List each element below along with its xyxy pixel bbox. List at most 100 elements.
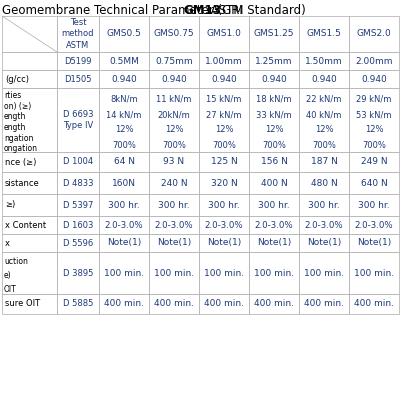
Bar <box>349 194 399 216</box>
Text: GMS1.0: GMS1.0 <box>206 30 242 38</box>
Bar <box>249 172 299 194</box>
Bar <box>249 70 299 88</box>
Text: 100 min.: 100 min. <box>354 268 394 278</box>
Text: 156 N: 156 N <box>260 158 288 166</box>
Bar <box>57 88 99 152</box>
Bar <box>299 252 349 294</box>
Bar <box>57 294 99 314</box>
Text: sistance: sistance <box>5 178 40 188</box>
Text: 0.940: 0.940 <box>261 74 287 84</box>
Bar <box>299 88 349 152</box>
Text: 700%: 700% <box>312 141 336 150</box>
Text: 300 hr.: 300 hr. <box>108 200 140 210</box>
Text: GM13: GM13 <box>183 4 221 17</box>
Text: 40 kN/m: 40 kN/m <box>306 110 342 119</box>
Text: 300 hr.: 300 hr. <box>258 200 290 210</box>
Text: D 1004: D 1004 <box>63 158 93 166</box>
Text: D 5397: D 5397 <box>63 200 93 210</box>
Bar <box>57 194 99 216</box>
Text: 12%: 12% <box>365 126 383 134</box>
Text: Note(1): Note(1) <box>207 238 241 248</box>
Text: 64 N: 64 N <box>114 158 134 166</box>
Bar <box>299 294 349 314</box>
Bar <box>2 16 57 52</box>
Text: 400 min.: 400 min. <box>354 300 394 308</box>
Text: 160N: 160N <box>112 178 136 188</box>
Bar <box>199 216 249 234</box>
Text: 400 min.: 400 min. <box>254 300 294 308</box>
Text: 2.0-3.0%: 2.0-3.0% <box>205 220 243 230</box>
Bar <box>249 52 299 70</box>
Bar <box>57 234 99 252</box>
Text: 93 N: 93 N <box>164 158 184 166</box>
Text: 1.00mm: 1.00mm <box>205 56 243 66</box>
Bar <box>349 216 399 234</box>
Text: 125 N: 125 N <box>211 158 237 166</box>
Text: 300 hr.: 300 hr. <box>208 200 240 210</box>
Text: uction: uction <box>4 257 28 266</box>
Text: 2.00mm: 2.00mm <box>355 56 393 66</box>
Text: 400 min.: 400 min. <box>104 300 144 308</box>
Text: 700%: 700% <box>262 141 286 150</box>
Bar <box>249 234 299 252</box>
Text: ≥): ≥) <box>5 200 15 210</box>
Text: GMS2.0: GMS2.0 <box>357 30 391 38</box>
Text: 12%: 12% <box>265 126 283 134</box>
Text: 700%: 700% <box>162 141 186 150</box>
Text: D 3895: D 3895 <box>63 268 93 278</box>
Bar <box>149 294 199 314</box>
Text: 100 min.: 100 min. <box>304 268 344 278</box>
Text: 400 min.: 400 min. <box>204 300 244 308</box>
Text: ength: ength <box>4 123 26 132</box>
Text: 400 min.: 400 min. <box>304 300 344 308</box>
Bar <box>99 152 149 172</box>
Text: 2.0-3.0%: 2.0-3.0% <box>255 220 293 230</box>
Text: Test
method
ASTM: Test method ASTM <box>62 18 94 50</box>
Bar <box>2 88 57 152</box>
Text: D 6693
Type IV: D 6693 Type IV <box>63 110 93 130</box>
Text: 27 kN/m: 27 kN/m <box>206 110 242 119</box>
Text: 2.0-3.0%: 2.0-3.0% <box>305 220 343 230</box>
Text: 14 kN/m: 14 kN/m <box>106 110 142 119</box>
Text: GMS1.25: GMS1.25 <box>254 30 294 38</box>
Bar <box>199 294 249 314</box>
Bar <box>149 234 199 252</box>
Bar <box>99 234 149 252</box>
Text: 2.0-3.0%: 2.0-3.0% <box>355 220 393 230</box>
Bar <box>2 194 57 216</box>
Text: 2.0-3.0%: 2.0-3.0% <box>105 220 143 230</box>
Text: 0.940: 0.940 <box>311 74 337 84</box>
Text: 22 kN/m: 22 kN/m <box>306 95 342 104</box>
Bar <box>249 152 299 172</box>
Bar <box>57 172 99 194</box>
Text: Note(1): Note(1) <box>257 238 291 248</box>
Bar <box>199 52 249 70</box>
Bar <box>149 70 199 88</box>
Bar <box>349 172 399 194</box>
Bar <box>2 172 57 194</box>
Text: 700%: 700% <box>362 141 386 150</box>
Text: (g/cc): (g/cc) <box>5 74 29 84</box>
Text: 18 kN/m: 18 kN/m <box>256 95 292 104</box>
Text: 53 kN/m: 53 kN/m <box>356 110 392 119</box>
Bar <box>349 234 399 252</box>
Bar <box>99 294 149 314</box>
Text: 400 min.: 400 min. <box>154 300 194 308</box>
Bar <box>2 152 57 172</box>
Bar <box>149 216 199 234</box>
Bar <box>149 152 199 172</box>
Text: D 1603: D 1603 <box>63 220 93 230</box>
Bar <box>99 252 149 294</box>
Text: Note(1): Note(1) <box>357 238 391 248</box>
Bar <box>299 172 349 194</box>
Bar <box>99 172 149 194</box>
Text: 12%: 12% <box>215 126 233 134</box>
Bar <box>2 252 57 294</box>
Bar <box>299 234 349 252</box>
Bar <box>57 216 99 234</box>
Text: rties: rties <box>4 91 21 100</box>
Bar <box>199 88 249 152</box>
Text: 100 min.: 100 min. <box>104 268 144 278</box>
Bar <box>299 52 349 70</box>
Text: ngation: ngation <box>4 134 33 143</box>
